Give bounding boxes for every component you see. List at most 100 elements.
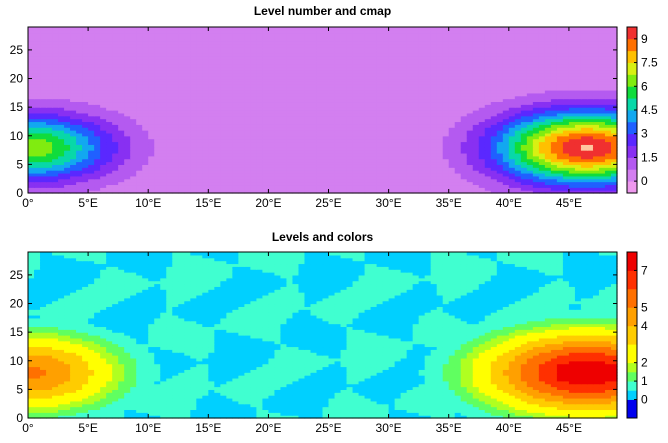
contour-cell [574, 161, 582, 165]
contour-cell [112, 155, 119, 160]
contour-cell [382, 67, 390, 71]
contour-cell [58, 178, 65, 183]
contour-cell [598, 72, 606, 77]
contour-cell [388, 67, 396, 71]
contour-cell [268, 127, 276, 131]
contour-cell [124, 132, 131, 137]
contour-cell [250, 121, 257, 125]
contour-cell [406, 190, 414, 194]
contour-cell [598, 141, 606, 145]
contour-cell [268, 64, 276, 68]
contour-cell [574, 107, 582, 111]
contour-cell [100, 52, 107, 57]
contour-cell [532, 98, 540, 103]
contour-cell [34, 78, 41, 82]
contour-cell [172, 144, 179, 148]
contour-cell [592, 78, 600, 82]
contour-cell [196, 92, 203, 97]
contour-cell [232, 107, 239, 111]
contour-cell [586, 112, 594, 117]
contour-cell [172, 81, 179, 85]
contour-cell [268, 161, 276, 165]
contour-cell [262, 110, 270, 114]
contour-cell [286, 147, 294, 151]
contour-cell [568, 144, 576, 148]
contour-cell [412, 104, 420, 108]
contour-cell [130, 58, 137, 62]
contour-cell [250, 47, 257, 51]
contour-cell [52, 178, 59, 183]
contour-cell [586, 58, 594, 62]
contour-cell [490, 172, 498, 177]
contour-cell [466, 112, 474, 117]
contour-cell [220, 130, 227, 134]
contour-cell [208, 110, 215, 114]
contour-cell [610, 87, 618, 91]
contour-cell [178, 69, 185, 74]
contour-cell [94, 127, 101, 131]
contour-cell [292, 135, 300, 140]
contour-cell [232, 121, 239, 125]
contour-cell [256, 144, 263, 148]
contour-cell [130, 150, 137, 154]
contour-cell [322, 118, 330, 123]
contour-cell [388, 130, 396, 134]
contour-cell [394, 144, 402, 148]
contour-cell [130, 130, 137, 134]
contour-cell [556, 58, 564, 62]
contour-cell [394, 58, 402, 62]
contour-cell [346, 87, 354, 91]
contour-cell [112, 115, 119, 120]
contour-cell [496, 150, 504, 154]
contour-cell [28, 187, 35, 191]
contour-cell [364, 89, 372, 94]
contour-cell [214, 161, 221, 165]
contour-cell [88, 78, 95, 82]
contour-cell [400, 61, 408, 65]
contour-cell [334, 124, 342, 128]
contour-cell [346, 187, 354, 191]
contour-cell [166, 64, 173, 68]
contour-cell [256, 124, 263, 128]
contour-cell [34, 75, 41, 80]
contour-cell [508, 181, 516, 186]
contour-cell [424, 167, 432, 171]
contour-cell [562, 112, 570, 117]
contour-cell [316, 181, 324, 186]
contour-cell [310, 164, 318, 168]
contour-cell [430, 115, 438, 120]
contour-cell [160, 89, 167, 94]
contour-cell [322, 112, 330, 117]
contour-cell [190, 141, 197, 145]
contour-cell [418, 72, 426, 77]
contour-cell [106, 55, 113, 60]
contour-cell [52, 47, 59, 51]
contour-cell [34, 167, 41, 171]
contour-cell [346, 152, 354, 157]
contour-cell [418, 101, 426, 105]
contour-cell [76, 118, 83, 123]
contour-cell [460, 170, 468, 174]
contour-cell [562, 95, 570, 100]
contour-cell [70, 170, 77, 174]
contour-cell [160, 167, 167, 171]
contour-cell [268, 132, 276, 137]
contour-cell [268, 155, 276, 160]
contour-cell [292, 138, 300, 143]
contour-cell [190, 190, 197, 194]
contour-cell [94, 95, 101, 100]
contour-cell [94, 87, 101, 91]
contour-cell [538, 95, 546, 100]
contour-cell [490, 141, 498, 145]
contour-cell [598, 158, 606, 163]
contour-cell [40, 190, 47, 194]
contour-cell [118, 170, 125, 174]
contour-cell [334, 127, 342, 131]
contour-cell [160, 104, 167, 108]
contour-cell [346, 118, 354, 123]
contour-cell [340, 110, 348, 114]
contour-cell [424, 75, 432, 80]
contour-cell [214, 138, 221, 143]
contour-cell [286, 98, 294, 103]
contour-cell [448, 138, 456, 143]
